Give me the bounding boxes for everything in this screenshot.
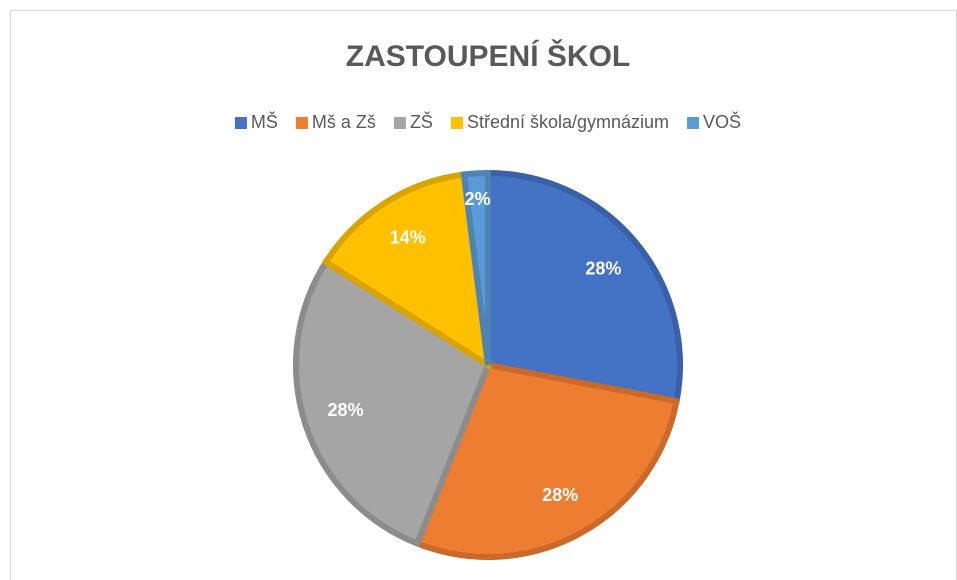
pie-slice (413, 361, 681, 560)
data-label: 28% (542, 485, 578, 505)
pie-slice (293, 257, 492, 548)
legend-label: ZŠ (410, 111, 433, 132)
chart-title: ZASTOUPENÍ ŠKOL (346, 39, 630, 73)
data-label: 2% (465, 189, 491, 209)
pie-slice (321, 171, 492, 371)
data-label: 28% (328, 400, 364, 420)
legend-swatch (234, 117, 247, 129)
pie-slice (485, 169, 683, 405)
legend-label: Mš a Zš (312, 112, 376, 132)
legend-label: VOŠ (703, 111, 741, 132)
legend-swatch (450, 117, 463, 129)
data-label: 14% (390, 227, 426, 247)
pie-slice (460, 169, 491, 366)
legend-swatch (687, 117, 700, 129)
legend-swatch (295, 117, 308, 129)
legend-swatch (393, 117, 406, 129)
legend-label: MŠ (251, 111, 278, 132)
data-label: 28% (585, 258, 621, 278)
legend-label: Střední škola/gymnázium (467, 112, 669, 132)
